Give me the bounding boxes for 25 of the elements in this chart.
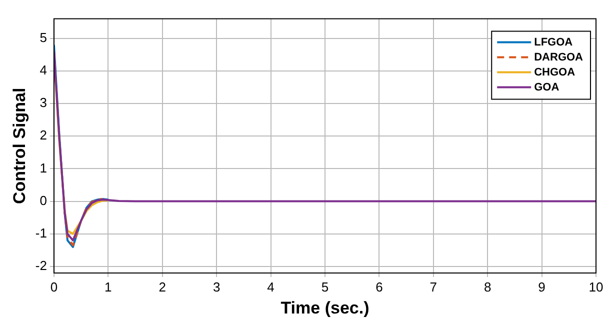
y-tick-label: 2 xyxy=(40,128,47,143)
y-tick-label: 0 xyxy=(40,192,47,208)
y-tick-label: 3 xyxy=(40,95,47,110)
y-tick-label: 4 xyxy=(40,62,47,78)
x-tick-label: 5 xyxy=(321,279,329,294)
y-tick-label: -1 xyxy=(35,225,47,240)
x-tick-label: 9 xyxy=(538,279,546,294)
legend-label: GOA xyxy=(534,81,560,94)
legend-label: LFGOA xyxy=(534,36,573,48)
y-axis-title: Control Signal xyxy=(10,88,29,204)
x-tick-label: 8 xyxy=(484,279,492,294)
legend-label: DARGOA xyxy=(534,51,584,64)
x-tick-label: 3 xyxy=(212,279,220,294)
legend-label: CHGOA xyxy=(534,66,576,78)
x-tick-label: 4 xyxy=(267,279,274,294)
x-tick-label: 2 xyxy=(158,279,166,294)
x-tick-label: 7 xyxy=(430,279,438,294)
y-tick-label: 5 xyxy=(40,30,47,45)
y-tick-label: -2 xyxy=(35,258,47,274)
x-axis-title: Time (sec.) xyxy=(280,298,370,318)
y-tick-label: 1 xyxy=(40,160,47,176)
x-tick-label: 1 xyxy=(104,279,112,294)
x-tick-label: 0 xyxy=(50,279,58,294)
x-tick-label: 6 xyxy=(376,279,383,294)
x-tick-label: 10 xyxy=(588,279,604,294)
